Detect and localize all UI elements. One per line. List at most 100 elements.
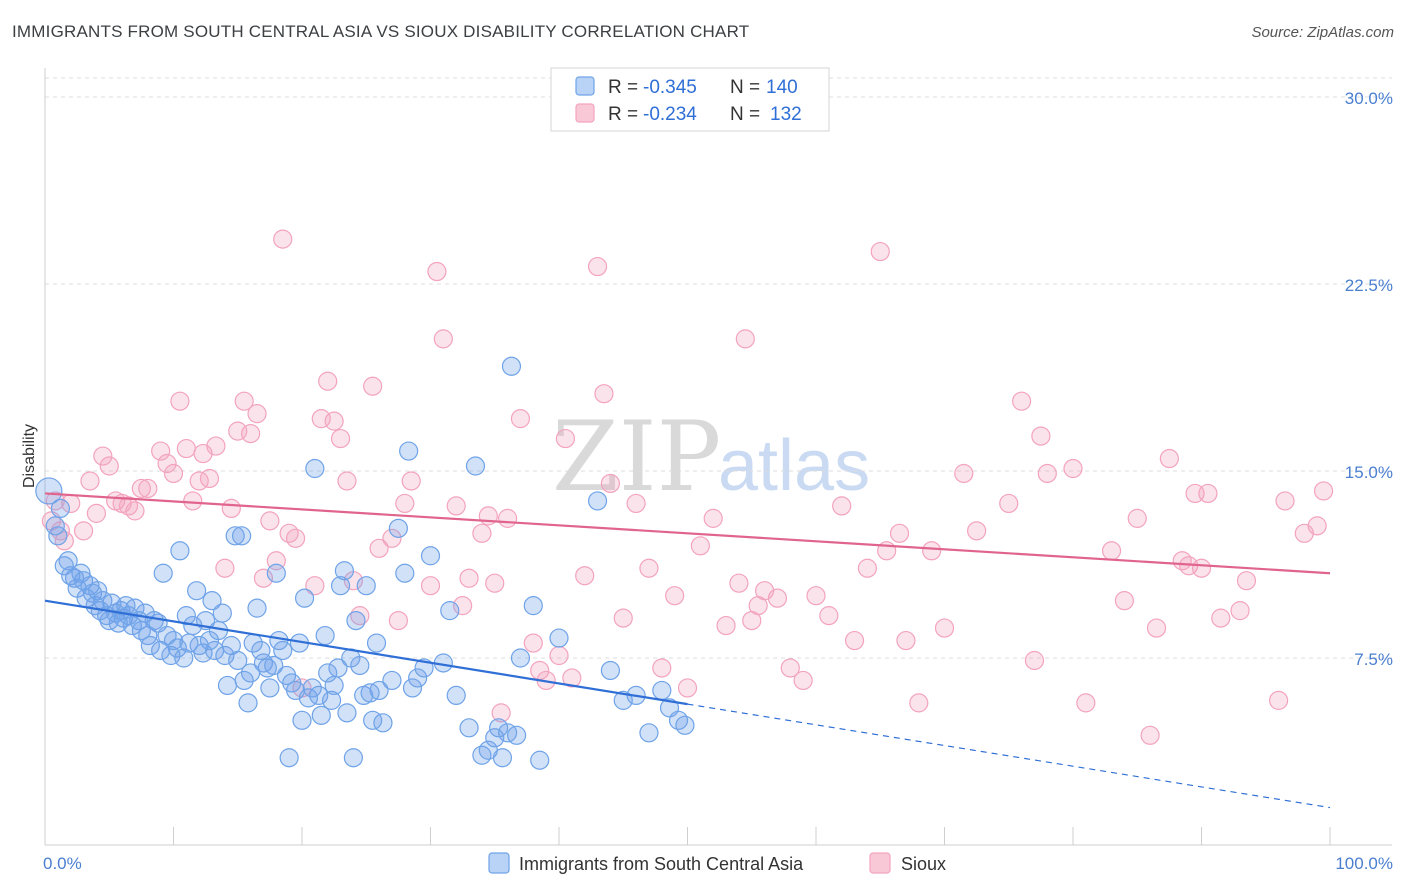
data-point [600, 660, 621, 681]
data-point [163, 463, 184, 484]
data-point [491, 703, 511, 723]
data-point [382, 670, 402, 691]
bottom-legend-swatch-blue [488, 852, 510, 874]
y-tick-label: 30.0% [1345, 89, 1393, 108]
data-point [334, 561, 355, 581]
data-point [506, 725, 527, 745]
trend-line-solid [44, 599, 688, 706]
data-point [716, 615, 736, 636]
legend-swatch-pink [575, 103, 595, 123]
legend-r-label-1: R = [608, 77, 638, 98]
data-point [170, 391, 190, 411]
data-point [318, 371, 338, 391]
data-point [587, 256, 608, 277]
data-point [575, 566, 595, 586]
data-point [1101, 541, 1122, 561]
data-point [86, 503, 107, 523]
data-point [690, 536, 710, 556]
data-point [819, 606, 839, 626]
data-point [472, 523, 492, 543]
data-point [48, 526, 68, 546]
data-point [399, 441, 419, 461]
data-point [639, 558, 659, 578]
data-point [549, 628, 569, 648]
legend-r-value-1: -0.345 [643, 77, 697, 98]
data-point [668, 710, 689, 730]
data-point [1114, 591, 1135, 611]
data-point [549, 645, 569, 666]
series-sioux [41, 229, 1334, 745]
data-point [99, 456, 119, 476]
data-point [857, 558, 878, 578]
data-point [459, 718, 479, 738]
data-point [492, 748, 513, 768]
data-point [138, 478, 158, 499]
data-point [459, 568, 479, 588]
data-point [1230, 601, 1250, 621]
data-point [613, 608, 633, 628]
series-south-central-asia [35, 356, 695, 770]
data-point [215, 558, 235, 578]
data-point [420, 546, 441, 566]
data-point [273, 640, 293, 661]
data-point [510, 648, 531, 668]
data-point [1275, 491, 1295, 511]
data-point [328, 658, 348, 678]
data-point [472, 745, 492, 765]
data-point [1024, 650, 1045, 671]
data-point [388, 610, 408, 631]
data-point [176, 438, 196, 459]
trend-lines [44, 492, 1331, 809]
y-axis-label: Disability [21, 424, 38, 488]
data-point [176, 606, 196, 626]
data-point [279, 748, 299, 768]
data-point [238, 693, 258, 713]
data-point [1146, 618, 1167, 638]
data-point [703, 508, 723, 528]
data-point [446, 496, 466, 516]
data-point [80, 471, 100, 491]
watermark-atlas: atlas [718, 426, 870, 506]
data-point [1313, 481, 1334, 501]
data-point [1127, 508, 1147, 528]
data-point [523, 596, 543, 616]
data-point [305, 458, 325, 479]
trend-line-dashed [687, 703, 1331, 809]
data-point [675, 715, 695, 735]
data-point [889, 523, 910, 543]
data-point [433, 329, 453, 349]
data-point [600, 473, 621, 494]
source-credit: Source: ZipAtlas.com [1251, 24, 1394, 41]
data-point [234, 670, 254, 691]
data-point [82, 583, 103, 603]
legend-box [550, 67, 830, 132]
data-point [1076, 693, 1096, 713]
data-point [202, 591, 222, 611]
data-point [206, 436, 226, 456]
trend-line-solid [44, 492, 1331, 575]
data-point [247, 598, 267, 618]
data-point [498, 508, 518, 528]
data-point [35, 477, 63, 505]
data-point [999, 493, 1019, 514]
data-point [587, 491, 608, 511]
bottom-legend-swatch-pink [869, 852, 891, 874]
data-point [806, 586, 826, 606]
data-point [363, 376, 383, 396]
data-point [279, 523, 299, 543]
data-point [626, 493, 646, 514]
bottom-legend-label-blue: Immigrants from South Central Asia [519, 854, 804, 874]
legend-r-label-2: R = [608, 104, 638, 125]
data-point [465, 456, 486, 476]
data-point [187, 581, 207, 601]
chart-title: IMMIGRANTS FROM SOUTH CENTRAL ASIA VS SI… [12, 22, 750, 41]
data-point [151, 441, 171, 461]
data-point [125, 501, 145, 521]
data-point [1140, 725, 1160, 745]
data-point [485, 728, 505, 748]
data-point [234, 391, 254, 411]
data-point [212, 603, 232, 623]
bottom-legend: Immigrants from South Central Asia Sioux [488, 852, 946, 874]
data-point [485, 573, 505, 593]
data-point [118, 496, 139, 516]
